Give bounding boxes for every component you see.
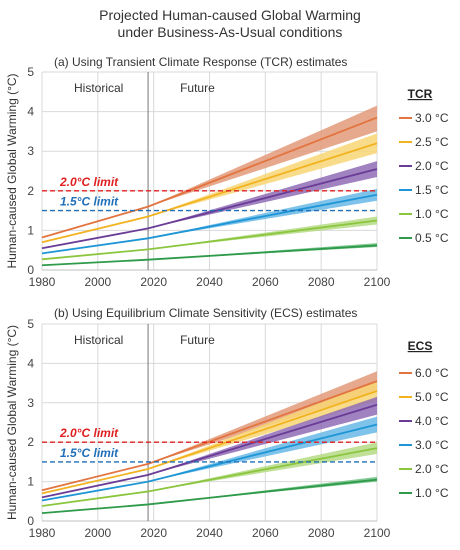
uncertainty-band — [148, 416, 377, 482]
series-line — [41, 168, 378, 250]
historical-label: Historical — [74, 81, 123, 95]
panel-b: 0 1 2 3 4 5 1980 2000 2020 2040 2060 2080 2100 (b) Us… — [5, 306, 449, 540]
limit-label: 2.0°C limit — [59, 175, 119, 189]
panel-title: (a) Using Transient Climate Response (TC… — [54, 55, 347, 69]
y-tick-label: 5 — [27, 65, 34, 79]
limit-label: 2.0°C limit — [59, 426, 119, 440]
legend-label: 0.5 °C — [415, 231, 449, 245]
future-label: Future — [180, 81, 215, 95]
legend-title: TCR — [408, 87, 433, 101]
series-line — [41, 423, 378, 502]
y-tick-label: 1 — [27, 475, 34, 489]
legend-label: 5.0 °C — [415, 390, 449, 404]
uncertainty-band — [148, 243, 377, 260]
y-tick-label: 1 — [27, 223, 34, 237]
x-tick-label: 2100 — [364, 526, 391, 540]
legend-label: 1.0 °C — [415, 207, 449, 221]
legend-label: 1.0 °C — [415, 486, 449, 500]
y-tick-label: 2 — [27, 184, 34, 198]
uncertainty-band — [148, 442, 377, 492]
legend-label: 4.0 °C — [415, 414, 449, 428]
panel-title: (b) Using Equilibrium Climate Sensitivit… — [54, 306, 357, 320]
series-line — [41, 116, 378, 239]
x-tick-label: 2020 — [140, 526, 167, 540]
x-tick-label: 1980 — [29, 526, 56, 540]
legend-label: 2.5 °C — [415, 135, 449, 149]
uncertainty-band — [148, 371, 377, 464]
uncertainty-band — [148, 396, 377, 475]
series-line — [41, 193, 378, 255]
panel-a: 0 1 2 3 4 5 1980 2000 2020 2040 2060 2080 2100 (a) Us… — [5, 55, 449, 289]
legend-label: 3.0 °C — [415, 438, 449, 452]
series-line — [41, 219, 378, 261]
legend-label: 6.0 °C — [415, 366, 449, 380]
y-tick-label: 3 — [27, 144, 34, 158]
x-tick-label: 2100 — [364, 275, 391, 289]
series-line — [41, 390, 378, 495]
figure-title-line1: Projected Human-caused Global Warming — [99, 7, 361, 23]
y-tick-label: 0 — [27, 263, 34, 277]
uncertainty-band — [148, 161, 377, 229]
y-axis-label: Human-caused Global Warming (°C) — [5, 73, 19, 268]
x-tick-label: 2000 — [84, 275, 111, 289]
x-tick-label: 2080 — [308, 275, 335, 289]
x-tick-label: 1980 — [29, 275, 56, 289]
limit-label: 1.5°C limit — [60, 195, 119, 209]
x-tick-label: 2060 — [252, 526, 279, 540]
y-axis-label: Human-caused Global Warming (°C) — [5, 325, 19, 520]
y-tick-label: 4 — [27, 105, 34, 119]
legend-label: 1.5 °C — [415, 183, 449, 197]
x-tick-label: 2060 — [252, 275, 279, 289]
y-tick-label: 2 — [27, 435, 34, 449]
y-tick-label: 3 — [27, 396, 34, 410]
historical-label: Historical — [74, 333, 123, 347]
series-line — [41, 244, 378, 267]
uncertainty-band — [148, 105, 377, 207]
legend-label: 2.0 °C — [415, 159, 449, 173]
series-line — [41, 478, 378, 515]
limit-label: 1.5°C limit — [60, 446, 119, 460]
series-line — [41, 142, 378, 244]
series-line — [41, 380, 378, 492]
x-tick-label: 2040 — [196, 275, 223, 289]
figure-title-line2: under Business-As-Usual conditions — [118, 24, 343, 40]
uncertainty-band — [148, 133, 377, 217]
legend-label: 3.0 °C — [415, 111, 449, 125]
x-tick-label: 2080 — [308, 526, 335, 540]
legend-title: ECS — [408, 339, 433, 353]
x-tick-label: 2020 — [140, 275, 167, 289]
x-tick-label: 2040 — [196, 526, 223, 540]
uncertainty-band — [148, 381, 377, 469]
uncertainty-band — [148, 216, 377, 250]
legend-label: 2.0 °C — [415, 462, 449, 476]
uncertainty-band — [148, 188, 377, 239]
y-tick-label: 0 — [27, 514, 34, 528]
series-line — [41, 403, 378, 499]
y-tick-label: 4 — [27, 356, 34, 370]
y-tick-label: 5 — [27, 317, 34, 331]
x-tick-label: 2000 — [84, 526, 111, 540]
future-label: Future — [180, 333, 215, 347]
